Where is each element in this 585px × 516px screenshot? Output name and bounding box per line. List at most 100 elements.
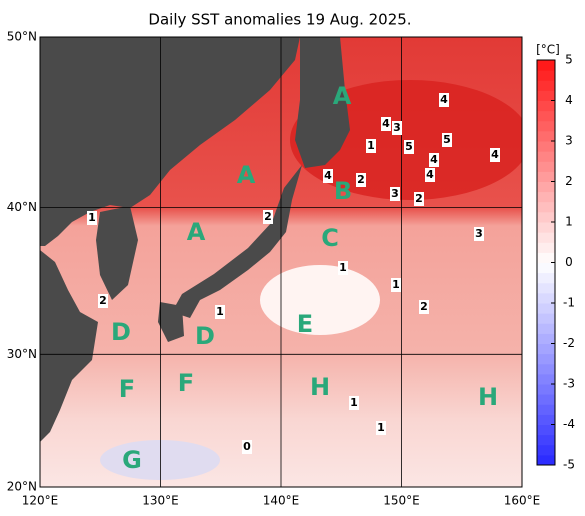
- contour-label-box: [87, 211, 97, 225]
- colorbar-band: [537, 373, 555, 385]
- contour-label: 1: [392, 278, 400, 291]
- colorbar-band: [537, 404, 555, 415]
- contour-label-box: [425, 168, 435, 182]
- region-label: F: [119, 375, 135, 403]
- contour-label: 2: [415, 192, 423, 205]
- colorbar-band: [537, 282, 555, 294]
- colorbar-band: [537, 414, 555, 425]
- colorbar-band: [537, 141, 555, 152]
- contour-label-box: [392, 121, 402, 135]
- colorbar-tick-label: -1: [563, 296, 575, 310]
- colorbar-band: [537, 161, 555, 172]
- contour-label: 1: [350, 396, 358, 409]
- colorbar-band: [537, 454, 555, 466]
- contour-label-box: [429, 153, 439, 167]
- land-korea: [96, 206, 138, 300]
- colorbar-tick-label: -2: [563, 336, 575, 350]
- lat-tick-label: 20°N: [7, 480, 37, 494]
- map-area: [40, 37, 522, 487]
- contour-label: 2: [357, 173, 365, 186]
- region-label: F: [178, 369, 194, 397]
- colorbar-band: [537, 424, 555, 436]
- lat-tick-label: 40°N: [7, 200, 37, 214]
- contour-label: 0: [243, 440, 251, 453]
- region-label: G: [122, 446, 142, 474]
- contour-label: 2: [420, 300, 428, 313]
- region-label: D: [111, 318, 131, 346]
- colorbar-band: [537, 272, 555, 284]
- contour-label-box: [390, 187, 400, 201]
- colorbar-band: [537, 394, 555, 405]
- colorbar-band: [537, 252, 555, 263]
- colorbar-band: [537, 232, 555, 243]
- contour-label: 1: [367, 139, 375, 152]
- region-label: C: [321, 224, 339, 252]
- colorbar-band: [537, 323, 555, 334]
- colorbar-band: [537, 222, 555, 233]
- contour-label-box: [381, 117, 391, 131]
- contour-label: 1: [377, 421, 385, 434]
- contour-label-box: [366, 139, 376, 153]
- contour-label-box: [404, 140, 414, 154]
- contour-label: 5: [405, 140, 413, 153]
- colorbar-band: [537, 211, 555, 223]
- land-kyushu: [158, 302, 184, 342]
- contour-label-box: [419, 300, 429, 314]
- region-label: A: [187, 218, 206, 246]
- contour-label-box: [391, 278, 401, 292]
- colorbar-band: [537, 242, 555, 253]
- lat-tick-label: 30°N: [7, 347, 37, 361]
- contour-label: 4: [426, 168, 434, 181]
- colorbar-tick-label: -5: [563, 458, 575, 472]
- colorbar-band: [537, 110, 555, 122]
- region-label: D: [195, 322, 215, 350]
- contour-label: 2: [264, 210, 272, 223]
- contour-label-box: [474, 227, 484, 241]
- contour-label-box: [490, 148, 500, 162]
- colorbar-unit: [°C]: [536, 43, 560, 57]
- contour-label: 4: [430, 153, 438, 166]
- region-label: E: [297, 310, 313, 338]
- lat-tick-label: 50°N: [7, 30, 37, 44]
- region-label: A: [237, 161, 256, 189]
- contour-label: 4: [491, 148, 499, 161]
- colorbar-tick-label: -4: [563, 417, 575, 431]
- lon-tick-label: 150°E: [383, 494, 420, 508]
- cool-patch: [100, 440, 220, 480]
- colorbar-tick-label: 5: [565, 53, 573, 67]
- region-label: H: [310, 373, 330, 401]
- lon-tick-label: 160°E: [504, 494, 541, 508]
- colorbar-band: [537, 353, 555, 365]
- contour-label: 5: [443, 133, 451, 146]
- land-china: [40, 250, 98, 442]
- lon-tick-label: 140°E: [263, 494, 300, 508]
- colorbar-band: [537, 434, 555, 446]
- colorbar-tick-label: -3: [563, 377, 575, 391]
- contour-label: 4: [382, 117, 390, 130]
- colorbar-tick-label: 1: [565, 215, 573, 229]
- region-label: A: [333, 82, 352, 110]
- contour-label: 1: [339, 261, 347, 274]
- lon-tick-label: 130°E: [142, 494, 179, 508]
- colorbar-band: [537, 444, 555, 456]
- contour-label-box: [323, 169, 333, 183]
- colorbar-band: [537, 191, 555, 203]
- lon-tick-label: 120°E: [22, 494, 59, 508]
- colorbar-band: [537, 313, 555, 324]
- colorbar-band: [537, 303, 555, 314]
- title: Daily SST anomalies 19 Aug. 2025.: [148, 11, 411, 29]
- colorbar-band: [537, 343, 555, 355]
- contour-label: 1: [88, 211, 96, 224]
- contour-label-box: [215, 305, 225, 319]
- colorbar-band: [537, 384, 555, 395]
- colorbar-band: [537, 333, 555, 344]
- colorbar-tick-label: 2: [565, 174, 573, 188]
- colorbar-band: [537, 130, 555, 142]
- region-label: B: [334, 177, 352, 205]
- colorbar-band: [537, 120, 555, 132]
- colorbar-band: [537, 292, 555, 304]
- contour-label-box: [439, 93, 449, 107]
- neutral-patch: [260, 265, 380, 335]
- colorbar-band: [537, 171, 555, 182]
